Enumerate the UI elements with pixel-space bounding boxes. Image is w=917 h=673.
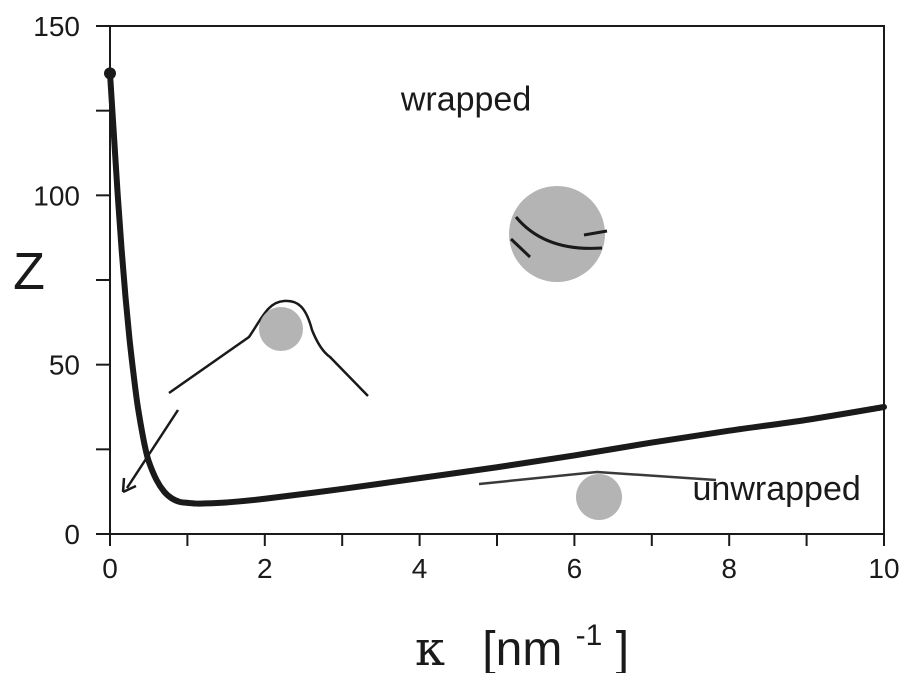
protein-sphere-unwrapped [576,474,622,520]
arrow-line [125,409,180,489]
protein-sphere-bent [259,307,303,351]
x-tick-label: 8 [721,553,737,584]
series-endpoint-marker [104,67,116,80]
x-tick-label: 4 [412,553,428,584]
protein-sphere-wrapped [509,186,605,282]
x-axis-unit-superscript: -1 [576,619,603,652]
x-tick-label: 6 [567,553,583,584]
y-tick-label: 0 [64,519,80,550]
x-tick-label: 10 [868,553,899,584]
bent-dna-illustration [168,299,369,397]
wrapping-dna-front [514,216,603,250]
region-label-unwrapped: unwrapped [693,470,861,508]
x-axis-unit-close: ] [616,623,629,673]
x-tick-label: 2 [257,553,273,584]
wrapping-dna-back-right [583,229,608,237]
y-tick-label: 50 [49,350,80,381]
straight-dna-illustration [478,470,717,486]
x-axis-symbol: κ [415,621,445,673]
region-label-wrapped: wrapped [400,81,531,119]
y-tick-label: 150 [33,11,80,42]
x-tick-label: 0 [102,553,118,584]
wrapping-dna-back-left [509,237,532,259]
series-line [107,70,887,507]
x-axis-unit: [nm [482,623,562,673]
x-axis-label: κ [nm -1 ] [415,603,629,673]
y-axis-label: Z [13,243,45,301]
y-tick-label: 100 [33,180,80,211]
arrow-head-icon [121,477,137,494]
